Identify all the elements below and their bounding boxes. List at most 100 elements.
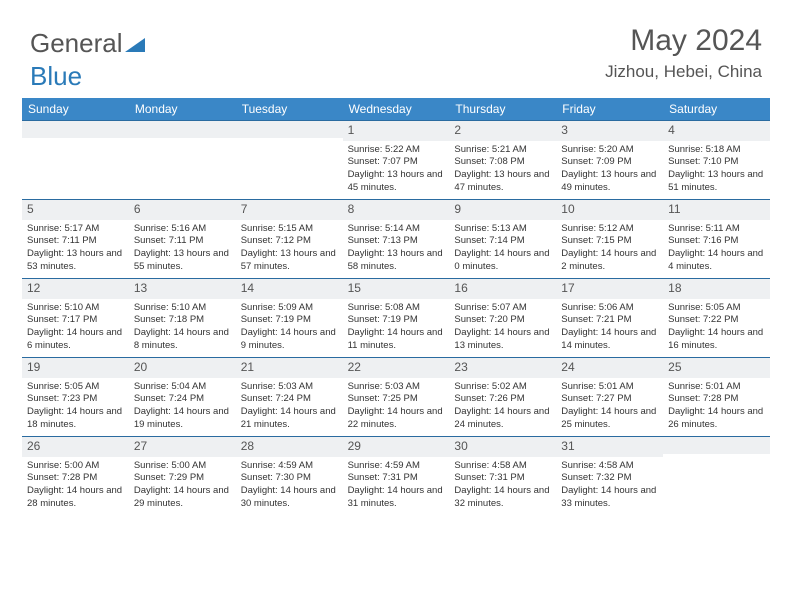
day-line: Sunrise: 5:11 AM <box>668 223 765 236</box>
day-line: Sunset: 7:08 PM <box>454 156 551 169</box>
day-number: 20 <box>129 358 236 378</box>
day-cell: 19Sunrise: 5:05 AMSunset: 7:23 PMDayligh… <box>22 358 129 436</box>
day-details: Sunrise: 5:03 AMSunset: 7:24 PMDaylight:… <box>236 378 343 436</box>
day-line: Sunset: 7:14 PM <box>454 235 551 248</box>
day-cell: 31Sunrise: 4:58 AMSunset: 7:32 PMDayligh… <box>556 437 663 515</box>
day-line: Sunset: 7:19 PM <box>241 314 338 327</box>
day-line: Sunset: 7:13 PM <box>348 235 445 248</box>
day-details: Sunrise: 5:05 AMSunset: 7:22 PMDaylight:… <box>663 299 770 357</box>
day-line: Sunset: 7:32 PM <box>561 472 658 485</box>
day-cell: 3Sunrise: 5:20 AMSunset: 7:09 PMDaylight… <box>556 121 663 199</box>
day-cell: 30Sunrise: 4:58 AMSunset: 7:31 PMDayligh… <box>449 437 556 515</box>
weekday-label: Monday <box>129 98 236 120</box>
day-line: Daylight: 14 hours and 19 minutes. <box>134 406 231 432</box>
logo-text-1: General <box>30 28 123 58</box>
day-details: Sunrise: 5:01 AMSunset: 7:27 PMDaylight:… <box>556 378 663 436</box>
day-line: Sunrise: 5:07 AM <box>454 302 551 315</box>
day-number: 2 <box>449 121 556 141</box>
day-line: Daylight: 14 hours and 26 minutes. <box>668 406 765 432</box>
day-number: 14 <box>236 279 343 299</box>
day-cell: 23Sunrise: 5:02 AMSunset: 7:26 PMDayligh… <box>449 358 556 436</box>
day-cell: 6Sunrise: 5:16 AMSunset: 7:11 PMDaylight… <box>129 200 236 278</box>
day-line: Daylight: 13 hours and 55 minutes. <box>134 248 231 274</box>
week-row: 26Sunrise: 5:00 AMSunset: 7:28 PMDayligh… <box>22 436 770 515</box>
day-line: Sunset: 7:16 PM <box>668 235 765 248</box>
day-cell: 15Sunrise: 5:08 AMSunset: 7:19 PMDayligh… <box>343 279 450 357</box>
day-cell: 12Sunrise: 5:10 AMSunset: 7:17 PMDayligh… <box>22 279 129 357</box>
day-number: 1 <box>343 121 450 141</box>
day-cell: 2Sunrise: 5:21 AMSunset: 7:08 PMDaylight… <box>449 121 556 199</box>
day-cell: 5Sunrise: 5:17 AMSunset: 7:11 PMDaylight… <box>22 200 129 278</box>
day-details: Sunrise: 5:03 AMSunset: 7:25 PMDaylight:… <box>343 378 450 436</box>
day-details: Sunrise: 5:16 AMSunset: 7:11 PMDaylight:… <box>129 220 236 278</box>
day-details: Sunrise: 5:21 AMSunset: 7:08 PMDaylight:… <box>449 141 556 199</box>
day-line: Sunset: 7:12 PM <box>241 235 338 248</box>
day-line: Sunrise: 5:12 AM <box>561 223 658 236</box>
day-number: 23 <box>449 358 556 378</box>
day-number: 6 <box>129 200 236 220</box>
day-line: Daylight: 14 hours and 25 minutes. <box>561 406 658 432</box>
day-line: Sunset: 7:28 PM <box>668 393 765 406</box>
day-line: Daylight: 13 hours and 53 minutes. <box>27 248 124 274</box>
day-details: Sunrise: 4:58 AMSunset: 7:31 PMDaylight:… <box>449 457 556 515</box>
day-cell: 21Sunrise: 5:03 AMSunset: 7:24 PMDayligh… <box>236 358 343 436</box>
day-number: 8 <box>343 200 450 220</box>
weekday-label: Friday <box>556 98 663 120</box>
day-details: Sunrise: 5:08 AMSunset: 7:19 PMDaylight:… <box>343 299 450 357</box>
day-number <box>129 121 236 138</box>
day-line: Sunrise: 4:59 AM <box>348 460 445 473</box>
weekday-header: SundayMondayTuesdayWednesdayThursdayFrid… <box>22 98 770 120</box>
day-cell: 4Sunrise: 5:18 AMSunset: 7:10 PMDaylight… <box>663 121 770 199</box>
day-line: Daylight: 14 hours and 24 minutes. <box>454 406 551 432</box>
day-details: Sunrise: 5:00 AMSunset: 7:29 PMDaylight:… <box>129 457 236 515</box>
day-line: Sunset: 7:25 PM <box>348 393 445 406</box>
day-line: Sunrise: 5:03 AM <box>348 381 445 394</box>
day-line: Sunrise: 5:01 AM <box>561 381 658 394</box>
day-details: Sunrise: 5:02 AMSunset: 7:26 PMDaylight:… <box>449 378 556 436</box>
day-line: Sunset: 7:30 PM <box>241 472 338 485</box>
day-number: 10 <box>556 200 663 220</box>
day-cell: 24Sunrise: 5:01 AMSunset: 7:27 PMDayligh… <box>556 358 663 436</box>
day-line: Daylight: 14 hours and 9 minutes. <box>241 327 338 353</box>
day-cell: 27Sunrise: 5:00 AMSunset: 7:29 PMDayligh… <box>129 437 236 515</box>
weekday-label: Tuesday <box>236 98 343 120</box>
day-line: Sunrise: 5:02 AM <box>454 381 551 394</box>
day-line: Sunrise: 5:09 AM <box>241 302 338 315</box>
day-details: Sunrise: 4:59 AMSunset: 7:31 PMDaylight:… <box>343 457 450 515</box>
day-number: 5 <box>22 200 129 220</box>
weekday-label: Sunday <box>22 98 129 120</box>
day-line: Daylight: 14 hours and 4 minutes. <box>668 248 765 274</box>
day-line: Daylight: 14 hours and 18 minutes. <box>27 406 124 432</box>
day-line: Sunset: 7:19 PM <box>348 314 445 327</box>
day-number: 24 <box>556 358 663 378</box>
location: Jizhou, Hebei, China <box>605 62 762 82</box>
day-number: 26 <box>22 437 129 457</box>
day-cell: 18Sunrise: 5:05 AMSunset: 7:22 PMDayligh… <box>663 279 770 357</box>
day-line: Sunrise: 5:16 AM <box>134 223 231 236</box>
day-cell: 7Sunrise: 5:15 AMSunset: 7:12 PMDaylight… <box>236 200 343 278</box>
day-line: Sunrise: 5:17 AM <box>27 223 124 236</box>
day-line: Daylight: 14 hours and 14 minutes. <box>561 327 658 353</box>
day-details: Sunrise: 4:58 AMSunset: 7:32 PMDaylight:… <box>556 457 663 515</box>
day-line: Sunset: 7:11 PM <box>27 235 124 248</box>
day-line: Sunrise: 5:00 AM <box>134 460 231 473</box>
day-details: Sunrise: 5:17 AMSunset: 7:11 PMDaylight:… <box>22 220 129 278</box>
day-number: 17 <box>556 279 663 299</box>
day-cell <box>236 121 343 199</box>
day-line: Sunset: 7:20 PM <box>454 314 551 327</box>
day-details: Sunrise: 5:07 AMSunset: 7:20 PMDaylight:… <box>449 299 556 357</box>
day-cell: 11Sunrise: 5:11 AMSunset: 7:16 PMDayligh… <box>663 200 770 278</box>
logo-text-2: Blue <box>30 61 82 91</box>
day-line: Sunrise: 5:14 AM <box>348 223 445 236</box>
day-number: 31 <box>556 437 663 457</box>
day-line: Sunrise: 5:00 AM <box>27 460 124 473</box>
week-row: 19Sunrise: 5:05 AMSunset: 7:23 PMDayligh… <box>22 357 770 436</box>
day-line: Sunset: 7:09 PM <box>561 156 658 169</box>
day-line: Sunset: 7:26 PM <box>454 393 551 406</box>
day-line: Sunset: 7:21 PM <box>561 314 658 327</box>
day-details: Sunrise: 5:05 AMSunset: 7:23 PMDaylight:… <box>22 378 129 436</box>
day-details: Sunrise: 5:09 AMSunset: 7:19 PMDaylight:… <box>236 299 343 357</box>
day-details: Sunrise: 5:18 AMSunset: 7:10 PMDaylight:… <box>663 141 770 199</box>
day-number <box>663 437 770 454</box>
day-line: Daylight: 14 hours and 21 minutes. <box>241 406 338 432</box>
